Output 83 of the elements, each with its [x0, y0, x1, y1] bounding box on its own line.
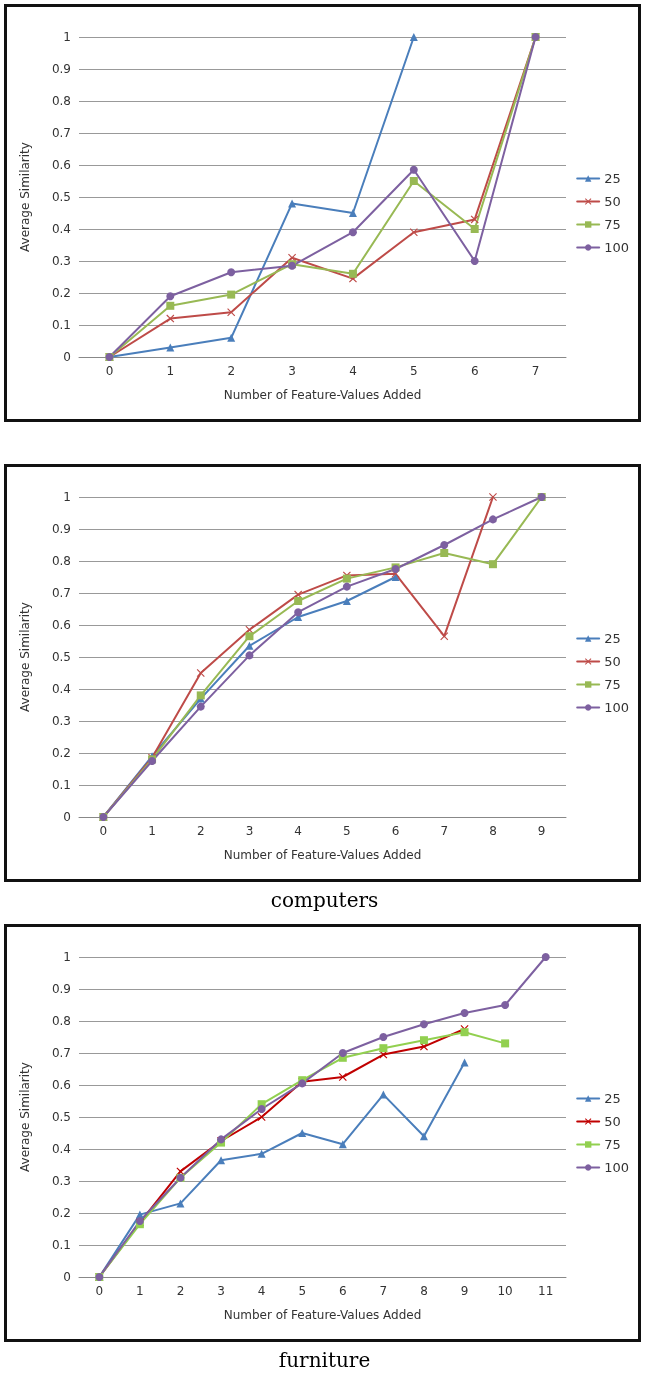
y-tick-label: 0.2	[51, 1206, 71, 1220]
x-tick-label: 2	[227, 364, 236, 378]
x-tick-label: 1	[136, 1284, 144, 1298]
legend-label: 50	[604, 194, 621, 209]
x-tick-label: 8	[420, 1284, 428, 1298]
x-tick-label: 2	[196, 824, 205, 838]
legend-label: 100	[604, 240, 630, 255]
x-tick-label: 3	[288, 364, 296, 378]
x-tick-label: 6	[338, 1284, 347, 1298]
y-tick-label: 0.9	[51, 62, 71, 76]
x-axis-title: Number of Feature-Values Added	[223, 1308, 422, 1322]
y-tick-label: 1	[63, 30, 71, 44]
legend-label: 25	[604, 631, 621, 646]
legend-label: 75	[604, 217, 621, 232]
x-tick-label: 3	[245, 824, 254, 838]
y-tick-label: 1	[63, 950, 71, 964]
x-tick-label: 7	[531, 364, 540, 378]
y-tick-label: 0.7	[51, 126, 71, 140]
x-tick-label: 2	[176, 1284, 185, 1298]
x-tick-label: 7	[379, 1284, 388, 1298]
y-tick-label: 0	[63, 810, 71, 824]
y-tick-label: 0.6	[51, 1078, 71, 1092]
y-tick-label: 0.7	[51, 586, 71, 600]
x-tick-label: 7	[440, 824, 449, 838]
x-tick-label: 1	[166, 364, 175, 378]
text: computers	[269, 888, 380, 912]
legend-label: 100	[604, 700, 630, 715]
y-tick-label: 0.7	[51, 1046, 71, 1060]
legend-label: 50	[604, 654, 621, 669]
y-tick-label: 0.5	[51, 1110, 71, 1124]
x-tick-label: 0	[105, 364, 114, 378]
y-tick-label: 0.4	[51, 682, 71, 696]
x-axis-title: Number of Feature-Values Added	[223, 848, 422, 862]
y-axis-title: Average Similarity	[18, 142, 32, 252]
y-tick-label: 0.9	[51, 982, 71, 996]
y-tick-label: 0.5	[51, 650, 71, 664]
y-tick-label: 0.6	[51, 618, 71, 632]
x-tick-label: 5	[298, 1284, 307, 1298]
y-tick-label: 0	[63, 350, 71, 364]
legend-label: 50	[604, 1114, 621, 1129]
y-tick-label: 0.2	[51, 286, 71, 300]
x-tick-label: 9	[460, 1284, 469, 1298]
x-tick-label: 5	[343, 824, 351, 838]
x-tick-label: 0	[99, 824, 108, 838]
x-tick-label: 8	[489, 824, 497, 838]
legend-label: 75	[604, 1137, 621, 1152]
y-tick-label: 0.9	[51, 522, 71, 536]
y-tick-label: 0.1	[51, 1238, 71, 1252]
y-tick-label: 0.2	[51, 746, 71, 760]
x-axis-title: Number of Feature-Values Added	[223, 388, 422, 402]
x-tick-label: 10	[497, 1284, 513, 1298]
legend-label: 25	[604, 171, 621, 186]
y-tick-label: 0.3	[51, 1174, 71, 1188]
y-tick-label: 0.4	[51, 1142, 71, 1156]
x-tick-label: 3	[217, 1284, 225, 1298]
y-axis-title: Average Similarity	[18, 1062, 32, 1172]
y-tick-label: 0.4	[51, 222, 71, 236]
y-tick-label: 0.1	[51, 318, 71, 332]
y-tick-label: 0.6	[51, 158, 71, 172]
legend-label: 75	[604, 677, 621, 692]
y-tick-label: 1	[63, 490, 71, 504]
y-tick-label: 0.1	[51, 778, 71, 792]
text: furniture	[277, 1348, 372, 1372]
x-tick-label: 6	[470, 364, 479, 378]
x-tick-label: 4	[349, 364, 357, 378]
x-tick-label: 0	[95, 1284, 104, 1298]
y-tick-label: 0.8	[51, 554, 71, 568]
legend-label: 25	[604, 1091, 621, 1106]
x-tick-label: 4	[257, 1284, 266, 1298]
x-tick-label: 6	[391, 824, 400, 838]
x-tick-label: 11	[538, 1284, 554, 1298]
x-tick-label: 1	[148, 824, 156, 838]
y-tick-label: 0.3	[51, 714, 71, 728]
x-tick-label: 5	[409, 364, 418, 378]
x-tick-label: 9	[537, 824, 546, 838]
x-tick-label: 4	[294, 824, 302, 838]
y-tick-label: 0.3	[51, 254, 71, 268]
legend-label: 100	[604, 1160, 630, 1175]
y-tick-label: 0.8	[51, 1014, 71, 1028]
y-tick-label: 0	[63, 1270, 71, 1284]
y-tick-label: 0.8	[51, 94, 71, 108]
y-tick-label: 0.5	[51, 190, 71, 204]
y-axis-title: Average Similarity	[18, 602, 32, 712]
